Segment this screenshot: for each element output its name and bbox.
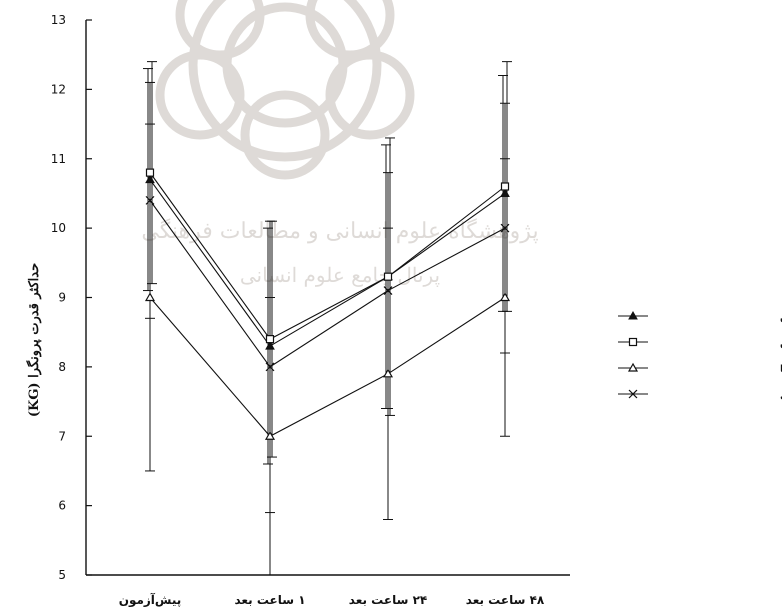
x-tick-label: ۲۴ ساعت بعد (349, 593, 427, 607)
legend-item: مصرف ۲۰۰ میلی‌گرم ویتامین (618, 336, 782, 349)
legend-item: کنترل (618, 389, 782, 401)
data-point (145, 195, 155, 205)
y-tick-label: 8 (58, 360, 66, 374)
legend-item: مصرف داورنما (618, 362, 782, 375)
data-point (500, 188, 510, 197)
legend-marker (627, 362, 639, 372)
y-tick-label: 11 (51, 152, 66, 166)
data-point (383, 272, 393, 281)
legend-marker (628, 389, 638, 399)
data-point (500, 223, 510, 233)
data-point (145, 168, 155, 177)
x-tick-label: ۴۸ ساعت بعد (466, 593, 545, 607)
watermark-line1: پژوهشگاه علوم انسانی و مطالعات فرهنگی (141, 218, 538, 244)
watermark-line2: پرتال جامع علوم انسانی (240, 263, 440, 287)
watermark: پژوهشگاه علوم انسانی و مطالعات فرهنگی پر… (141, 0, 539, 287)
data-point (383, 286, 393, 295)
series-line (149, 200, 506, 368)
x-tick-label: پیش‌آزمون (119, 592, 182, 608)
legend-label: مصرف داورنما (780, 364, 782, 375)
y-tick-label: 10 (51, 221, 66, 235)
x-tick-labels: پیش‌آزمون ۱ ساعت بعد ۲۴ ساعت بعد ۴۸ ساعت بع… (119, 592, 545, 608)
series-group (144, 168, 511, 440)
legend-marker (628, 310, 638, 320)
series-line (149, 172, 506, 340)
data-point (264, 431, 276, 440)
legend-label: کنترل (780, 390, 782, 401)
x-tick-label: ۱ ساعت بعد (234, 593, 305, 607)
data-point (265, 341, 275, 350)
y-tick-label: 9 (58, 291, 66, 305)
legend: مصرف ۱۰۰ میلی‌گرم ویتامین مصرف ۲۰۰ میلی‌گ… (618, 310, 782, 401)
y-tick-label: 6 (58, 499, 66, 513)
legend-label: مصرف ۲۰۰ میلی‌گرم ویتامین (780, 336, 782, 349)
series-line (149, 179, 506, 347)
y-tick-label: 13 (51, 13, 66, 27)
data-point (500, 182, 510, 191)
legend-marker (628, 337, 638, 347)
data-point (144, 292, 156, 302)
series-line (149, 297, 506, 437)
data-point (265, 335, 275, 344)
watermark-emblem-icon (155, 0, 415, 180)
legend-item: مصرف ۱۰۰ میلی‌گرم ویتامین (618, 310, 782, 323)
data-point (499, 292, 511, 302)
y-tick-label: 12 (51, 82, 66, 96)
y-axis-label: حداکثر قدرت پرونگرا (KG) (25, 263, 42, 417)
data-point (382, 368, 394, 378)
y-tick-label: 5 (58, 568, 66, 582)
legend-label: مصرف ۱۰۰ میلی‌گرم ویتامین (780, 310, 782, 323)
y-ticks: 5 6 7 8 9 10 11 12 13 (51, 13, 92, 582)
data-point (145, 174, 155, 184)
y-tick-label: 7 (58, 429, 66, 443)
data-point (265, 362, 275, 372)
